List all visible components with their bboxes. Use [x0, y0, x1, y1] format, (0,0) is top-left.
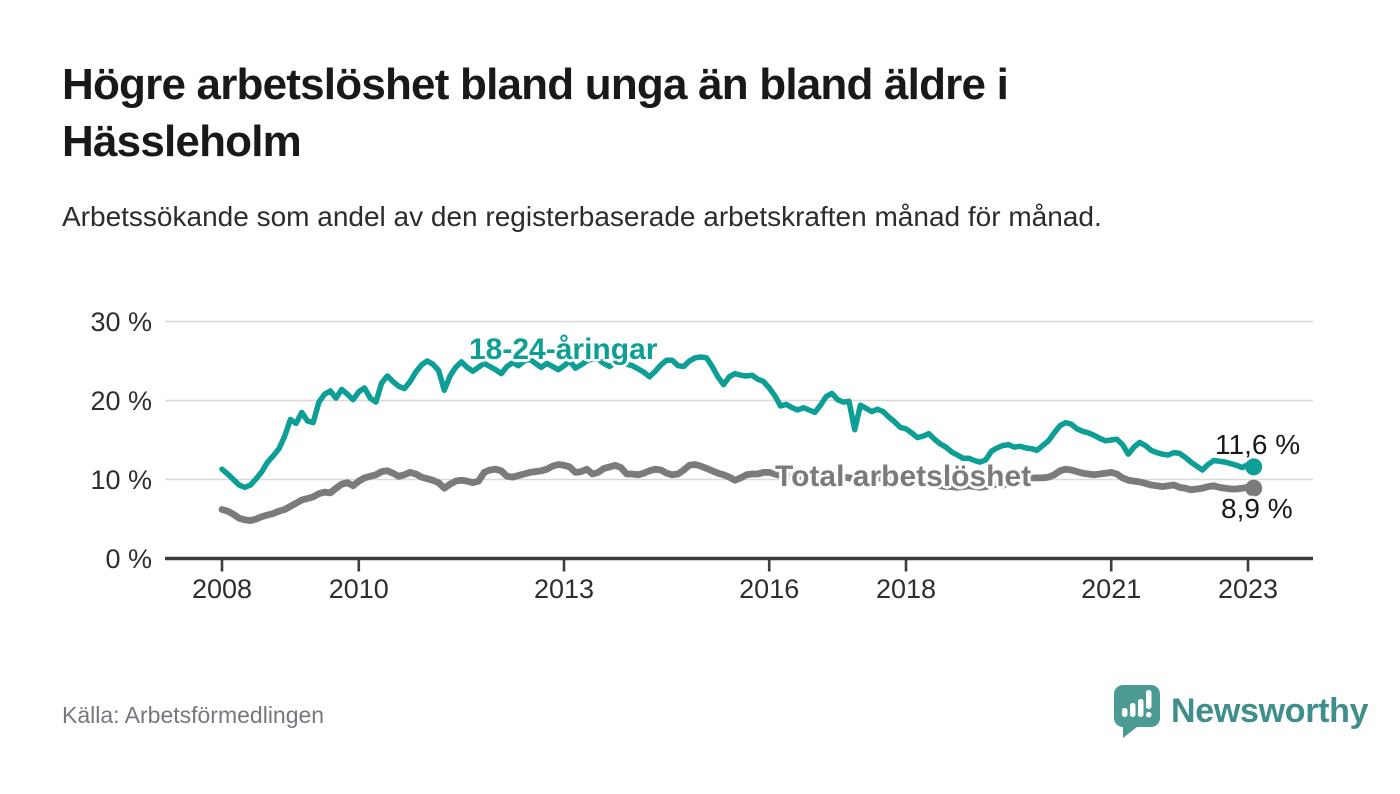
newsworthy-logo[interactable]: Newsworthy — [1112, 683, 1369, 739]
logo-exclamation-dot — [1146, 712, 1152, 718]
logo-exclamation-bar — [1146, 690, 1152, 709]
logo-bar-1 — [1122, 708, 1128, 717]
source-attribution: Källa: Arbetsförmedlingen — [62, 702, 325, 728]
y-tick-label: 10 % — [90, 465, 152, 495]
y-tick-label: 0 % — [105, 544, 152, 574]
newsworthy-logo-text: Newsworthy — [1171, 691, 1369, 730]
series-line-youth — [219, 354, 1257, 491]
x-tick-label: 2021 — [1081, 574, 1141, 604]
logo-bar-2 — [1130, 703, 1136, 717]
x-tick-label: 2013 — [534, 574, 594, 604]
series-label-youth: 18-24-åringar — [469, 333, 658, 366]
logo-bar-3 — [1138, 699, 1144, 717]
page-title: Högre arbetslöshet bland unga än bland ä… — [62, 60, 1009, 166]
x-tick-label: 2023 — [1218, 574, 1278, 604]
end-value-label-total: 8,9 % — [1221, 493, 1293, 524]
page-subtitle: Arbetssökande som andel av den registerb… — [62, 201, 1102, 232]
x-tick-label: 2018 — [876, 574, 936, 604]
x-tick-label: 2016 — [739, 574, 799, 604]
x-tick-label: 2010 — [329, 574, 389, 604]
series-end-dot-total — [1245, 479, 1263, 497]
series-line-total — [218, 461, 1258, 524]
x-tick-label: 2008 — [192, 574, 252, 604]
y-tick-label: 30 % — [90, 307, 152, 337]
end-value-label-youth: 11,6 % — [1215, 429, 1301, 460]
newsworthy-logo-icon — [1114, 685, 1160, 738]
series-end-dot-youth — [1245, 458, 1263, 476]
y-tick-label: 20 % — [90, 386, 152, 416]
logo-bubble-shape — [1114, 685, 1160, 738]
series-label-total: Total arbetslöshet — [775, 460, 1032, 493]
